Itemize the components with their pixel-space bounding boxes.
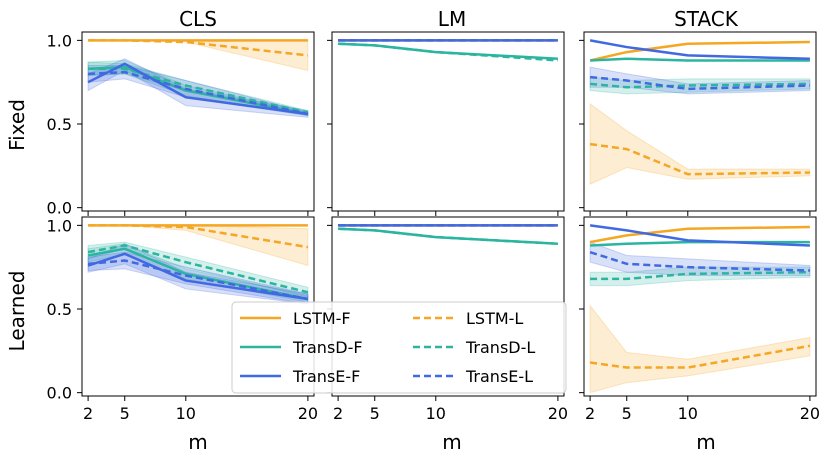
series-line-lstm-l	[88, 224, 309, 249]
y-tick-label: 1.0	[47, 31, 72, 50]
band-transd-l	[87, 241, 309, 298]
x-tick-label: 20	[298, 404, 318, 423]
row-label-fixed: Fixed	[5, 99, 29, 151]
column-title-cls: CLS	[179, 7, 217, 31]
series-line-lstm-l	[88, 39, 309, 57]
legend-label: TransE-L	[465, 367, 533, 386]
band-lstm-l	[589, 304, 811, 394]
row-label-learned: Learned	[5, 271, 29, 352]
legend-entry-transe-f: TransE-F	[240, 367, 360, 386]
series-line-transe-l	[88, 70, 309, 116]
panel-fixed-lm	[327, 31, 565, 216]
series-line-transd-f	[87, 247, 309, 301]
y-tick-label: 0.5	[47, 300, 72, 319]
x-tick-label: 2	[585, 404, 595, 423]
legend-entry-lstm-f: LSTM-F	[240, 309, 351, 328]
legend-entry-lstm-l: LSTM-L	[413, 309, 523, 328]
legend-entry-transd-f: TransD-F	[240, 338, 363, 357]
row-labels: Fixed Learned	[5, 99, 29, 351]
panel-learned-stack: 2 5 10 20	[579, 216, 820, 423]
series-line-lstm-f	[589, 225, 810, 244]
legend-label: LSTM-L	[466, 309, 523, 328]
x-tick-label: 20	[548, 404, 568, 423]
band-transe-l	[589, 241, 811, 277]
panels: 0.0 0.5 1.0 2 5 10 20 0.0 0.5 1.0 2 5 10 20 2 5 10 20	[47, 31, 821, 423]
plot-area	[338, 224, 558, 246]
series-line-transd-l	[338, 227, 558, 246]
legend-label: TransD-F	[292, 338, 363, 357]
column-title-stack: STACK	[674, 7, 739, 31]
x-axis-labels: m m m	[188, 430, 715, 454]
series-line-transe-l	[589, 75, 810, 91]
plot-area	[589, 39, 811, 186]
column-titles: CLS LM STACK	[179, 7, 739, 31]
x-tick-label: 5	[120, 404, 130, 423]
axes-frame	[81, 31, 315, 212]
legend-label: TransE-F	[292, 367, 360, 386]
legend-label: LSTM-F	[293, 309, 351, 328]
legend-entry-transe-l: TransE-L	[413, 367, 533, 386]
y-tick-label: 1.0	[47, 216, 72, 235]
x-tick-label: 2	[83, 404, 93, 423]
legend-entry-transd-l: TransD-L	[413, 338, 535, 357]
legend-box	[231, 301, 567, 394]
x-label-lm: m	[442, 430, 461, 454]
x-tick-label: 10	[176, 404, 196, 423]
series-line-transd-l	[338, 42, 558, 62]
panel-learned-lm: 2 5 10 20	[327, 216, 568, 423]
x-tick-label: 5	[370, 404, 380, 423]
plot-area	[338, 39, 558, 62]
x-tick-label: 10	[426, 404, 446, 423]
x-label-cls: m	[188, 430, 207, 454]
series-line-transd-l	[87, 244, 309, 294]
x-tick-label: 10	[678, 404, 698, 423]
band-lstm-l	[589, 102, 811, 186]
series-line-transe-l	[87, 259, 309, 301]
axes-frame	[583, 31, 817, 212]
series-line-transe-f	[589, 39, 810, 61]
series-line-transe-f	[589, 224, 810, 247]
axes-frame	[331, 31, 565, 212]
y-tick-label: 0.0	[47, 384, 72, 403]
y-tick-label: 0.5	[47, 115, 72, 134]
series-line-transd-l	[589, 82, 810, 89]
series-line-transd-f	[88, 65, 309, 116]
x-label-stack: m	[696, 430, 715, 454]
axes-frame	[583, 216, 817, 397]
x-tick-label: 2	[333, 404, 343, 423]
panel-learned-cls: 2 5 10 20 0.0 0.5 1.0	[47, 216, 319, 423]
series-line-transd-l	[590, 270, 810, 281]
y-tick-label: 0.0	[47, 199, 72, 218]
legend: LSTM-F LSTM-L TransD-F TransD-L TransE-F…	[231, 301, 567, 394]
panel-fixed-cls: 0.0 0.5 1.0	[47, 31, 315, 218]
plot-area	[589, 224, 811, 394]
legend-label: TransD-L	[465, 338, 535, 357]
series-line-lstm-l	[589, 344, 811, 369]
x-tick-label: 20	[800, 404, 820, 423]
series-line-transd-l	[88, 67, 309, 114]
plot-area	[87, 224, 309, 305]
x-tick-label: 5	[622, 404, 632, 423]
panel-fixed-stack	[579, 31, 817, 216]
series-line-lstm-l	[589, 142, 810, 176]
column-title-lm: LM	[438, 7, 466, 31]
series-line-lstm-f	[589, 40, 810, 62]
series-line-transd-f	[590, 57, 810, 62]
plot-area	[87, 39, 309, 118]
series-line-transe-l	[589, 250, 810, 272]
